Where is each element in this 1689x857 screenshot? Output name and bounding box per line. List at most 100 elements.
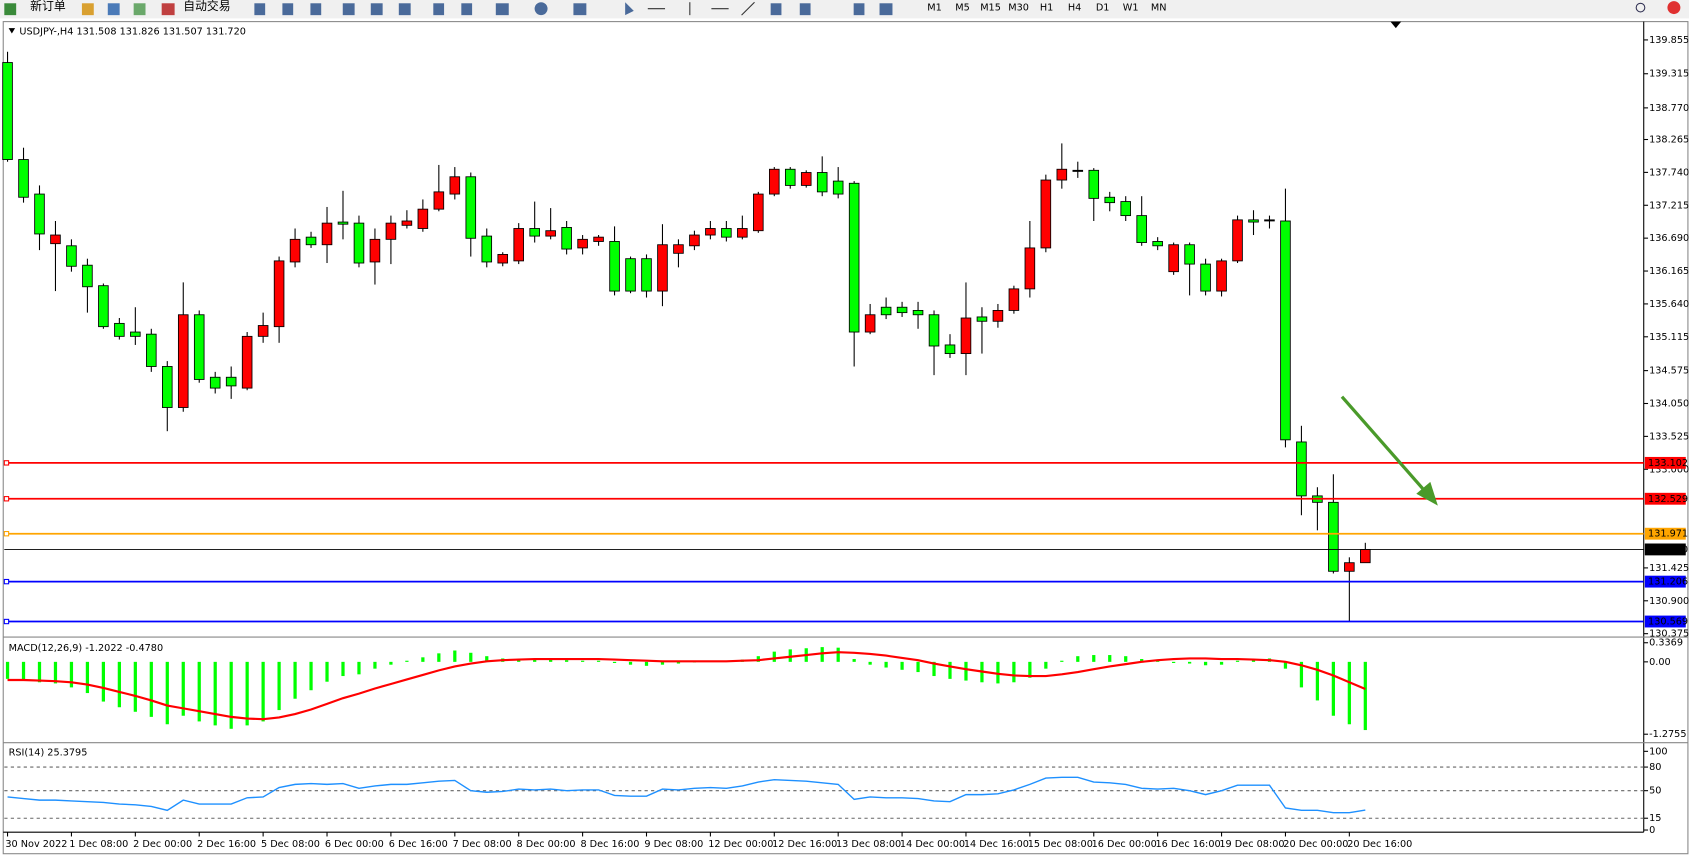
candle-body — [146, 333, 157, 367]
level-handle — [3, 460, 10, 466]
candle-body — [209, 376, 221, 389]
candle-body — [193, 314, 205, 380]
timeframe-button[interactable]: M15 — [980, 3, 1001, 14]
macd-bar — [293, 661, 297, 699]
x-tick-label: 16 Dec 16:00 — [1156, 839, 1221, 850]
x-tick-label: 12 Dec 00:00 — [708, 839, 773, 850]
macd-bar — [1219, 661, 1224, 665]
new-order-button[interactable]: 新订单 — [30, 0, 66, 13]
toolbar-bg — [0, 0, 1689, 19]
y-tick-label: 0.00 — [1649, 657, 1671, 668]
candle-body — [689, 234, 700, 247]
macd-bar — [612, 661, 617, 663]
x-tick-label: 8 Dec 00:00 — [517, 839, 576, 850]
chart-frame — [2, 21, 1689, 855]
toolbar-icon[interactable] — [461, 3, 473, 16]
candle-body — [960, 317, 972, 355]
macd-bar — [21, 661, 26, 681]
toolbar-icon[interactable] — [107, 3, 120, 16]
candle-body — [449, 176, 461, 195]
candle-body — [1216, 260, 1227, 292]
toolbar-icon[interactable] — [770, 3, 782, 16]
timeframe-button[interactable]: M5 — [955, 3, 970, 14]
toolbar-icon[interactable] — [799, 3, 811, 16]
candle-body — [896, 306, 908, 314]
x-tick-label: 8 Dec 16:00 — [580, 839, 639, 850]
macd-bar — [261, 661, 265, 722]
arrows-tool[interactable] — [879, 3, 893, 16]
macd-bar — [101, 661, 106, 702]
candle-body — [944, 344, 956, 355]
x-tick-label: 1 Dec 08:00 — [69, 839, 128, 850]
macd-bar — [1140, 659, 1144, 662]
periods[interactable] — [534, 2, 548, 16]
macd-bar — [341, 661, 345, 677]
y-tick-label: 138.265 — [1649, 135, 1689, 146]
timeframe-button[interactable]: D1 — [1096, 3, 1110, 14]
x-tick-label: 2 Dec 16:00 — [197, 839, 256, 850]
price-label: 131.720 — [1648, 544, 1688, 555]
trendline-tool[interactable] — [741, 1, 755, 16]
y-tick-label: 80 — [1649, 762, 1661, 773]
zoom-out[interactable] — [370, 3, 383, 16]
level-handle — [3, 531, 10, 537]
zoom-in[interactable] — [342, 3, 355, 16]
text-label-tool[interactable] — [853, 3, 865, 16]
timeframe-button[interactable]: H4 — [1068, 3, 1081, 14]
level-handle — [3, 578, 10, 585]
macd-bar — [85, 661, 90, 694]
x-tick-label: 12 Dec 16:00 — [772, 839, 837, 850]
x-tick-label: 30 Nov 2022 — [5, 839, 67, 850]
macd-bar — [373, 661, 377, 669]
templates[interactable] — [573, 3, 587, 16]
candle-body — [1232, 219, 1243, 262]
auto-trading-button[interactable]: 自动交易 — [183, 0, 230, 13]
cursor[interactable] — [625, 2, 634, 16]
candle-body — [162, 366, 173, 408]
timeframe-button[interactable]: H1 — [1040, 3, 1053, 14]
toolbar-icon[interactable] — [282, 3, 294, 16]
candle-body — [800, 172, 812, 186]
x-tick-label: 6 Dec 00:00 — [325, 839, 384, 850]
timeframe-button[interactable]: W1 — [1123, 3, 1139, 14]
indicators[interactable] — [495, 3, 509, 16]
y-tick-label: 136.690 — [1649, 233, 1689, 244]
toolbar-icon[interactable] — [133, 3, 146, 16]
candle-body — [864, 314, 876, 333]
trend-arrow — [1340, 395, 1438, 506]
symbol-header: USDJPY-,H4 131.508 131.826 131.507 131.7… — [19, 26, 246, 37]
toolbar-icon[interactable] — [81, 3, 94, 16]
toolbar-icon[interactable] — [433, 3, 445, 16]
y-tick-label: 130.375 — [1649, 629, 1689, 640]
tile[interactable] — [398, 3, 411, 16]
candle-body — [737, 228, 748, 238]
macd-bar — [421, 657, 425, 662]
macd-bar — [1092, 655, 1096, 662]
x-tick-label: 15 Dec 08:00 — [1028, 839, 1093, 850]
timeframe-button[interactable]: MN — [1151, 3, 1167, 14]
timeframe-button[interactable]: M1 — [927, 3, 942, 14]
auto-trading-icon[interactable] — [161, 3, 175, 16]
candle-body — [1184, 244, 1195, 265]
candle-body — [305, 236, 317, 246]
macd-bar — [1331, 661, 1335, 716]
shift-marker — [1390, 21, 1402, 29]
macd-bar — [389, 661, 393, 665]
candle-body — [1072, 169, 1084, 172]
candle-body — [114, 322, 125, 337]
macd-bar — [676, 661, 681, 664]
symbol-menu[interactable] — [8, 28, 16, 34]
macd-bar — [1076, 656, 1080, 662]
macd-bar — [213, 661, 217, 726]
macd-bar — [437, 653, 441, 662]
new-order-icon[interactable] — [4, 3, 17, 16]
timeframe-button[interactable]: M30 — [1008, 3, 1029, 14]
search[interactable] — [1635, 2, 1646, 13]
price-label: 132.529 — [1648, 494, 1688, 505]
toolbar-icon[interactable] — [310, 3, 322, 16]
candle-body — [337, 221, 349, 225]
alert-icon[interactable] — [1667, 1, 1681, 15]
toolbar-icon[interactable] — [254, 3, 266, 16]
macd-bar — [229, 661, 233, 729]
macd-bar — [1363, 661, 1367, 731]
